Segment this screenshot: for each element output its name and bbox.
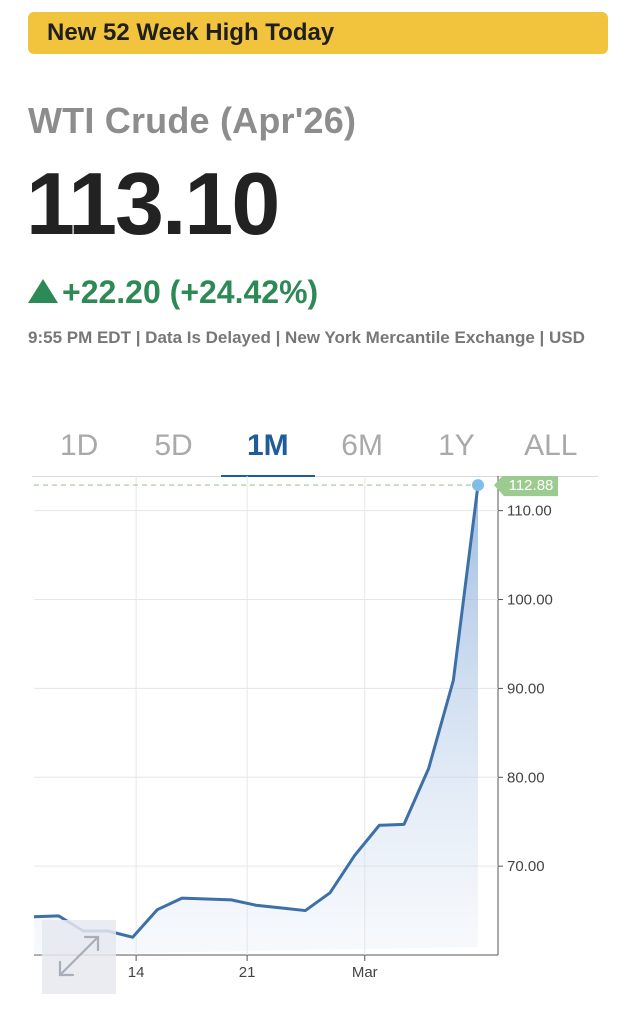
last-value-badge bbox=[494, 476, 558, 497]
y-tick-label: 100.00 bbox=[507, 592, 553, 609]
new-52-week-high-banner: New 52 Week High Today bbox=[28, 12, 608, 54]
expand-arrows-icon bbox=[58, 935, 100, 977]
y-tick-label: 110.00 bbox=[507, 503, 552, 520]
y-tick-label: 90.00 bbox=[507, 680, 545, 697]
x-tick-label: Mar bbox=[352, 964, 378, 981]
banner-text: New 52 Week High Today bbox=[47, 19, 335, 46]
expand-chart-button[interactable] bbox=[42, 920, 116, 994]
change-value: +22.20 (+24.42%) bbox=[62, 273, 319, 310]
price-change: +22.20 (+24.42%) bbox=[28, 272, 318, 312]
tab-6m[interactable]: 6M bbox=[341, 429, 383, 462]
last-price: 113.10 bbox=[26, 154, 280, 253]
up-triangle-icon bbox=[28, 279, 58, 303]
time-range-tabs: 1D 5D 1M 6M 1Y ALL bbox=[32, 420, 598, 477]
tab-1d[interactable]: 1D bbox=[59, 429, 99, 462]
last-value-marker bbox=[472, 479, 484, 492]
quote-meta: 9:55 PM EDT | Data Is Delayed | New York… bbox=[28, 328, 585, 347]
y-tick-label: 80.00 bbox=[507, 769, 545, 786]
x-tick-label: 14 bbox=[128, 964, 145, 981]
tab-5d[interactable]: 5D bbox=[154, 429, 193, 462]
x-tick-label: 21 bbox=[239, 964, 256, 981]
tab-1m[interactable]: 1M bbox=[220, 420, 316, 477]
y-tick-label: 70.00 bbox=[507, 858, 545, 875]
tab-1y[interactable]: 1Y bbox=[438, 429, 475, 462]
quote-name: WTI Crude (Apr'26) bbox=[28, 100, 357, 141]
price-area bbox=[34, 485, 478, 955]
price-chart: 70.00 80.00 90.00 100.00 110.00 14 21 Mar 112.88 bbox=[33, 476, 558, 981]
last-value-label: 112.88 bbox=[509, 477, 554, 494]
tab-all[interactable]: ALL bbox=[524, 429, 578, 462]
